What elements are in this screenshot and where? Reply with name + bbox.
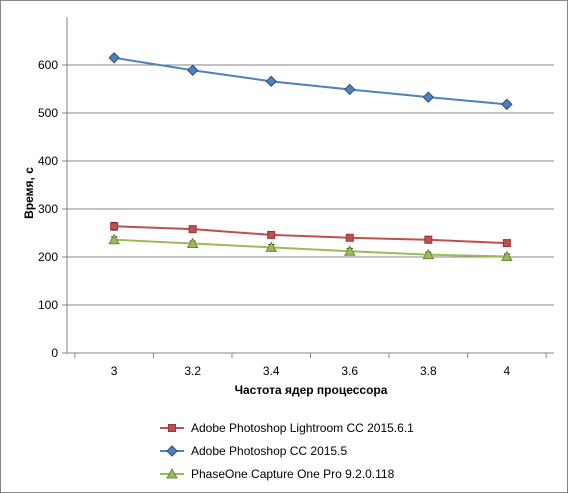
y-tick-label: 400 [38,154,58,168]
data-point [343,245,356,256]
data-point [344,83,356,96]
legend: Adobe Photoshop Lightroom CC 2015.6.1 Ado… [160,421,414,481]
legend-label: PhaseOne Capture One Pro 9.2.0.118 [191,467,395,481]
x-tick-label: 3 [111,364,118,378]
legend-label: Adobe Photoshop Lightroom CC 2015.6.1 [191,421,414,435]
data-point [422,91,435,103]
legend-entry: Adobe Photoshop Lightroom CC 2015.6.1 [160,421,414,435]
x-tick-label: 3.8 [420,364,437,378]
gridlines [67,64,554,306]
data-point [267,230,276,239]
legend-label: Adobe Photoshop CC 2015.5 [191,444,347,458]
y-tick-label: 200 [38,250,58,264]
series-line [114,238,507,258]
series-line [114,225,507,245]
data-point [188,225,197,234]
data-point [502,239,511,248]
legend-marker [168,424,176,432]
axes: 0 100 200 300 400 500 600 3 3.2 3.4 3.6 3.8 4 [38,17,554,378]
series-3 [108,233,513,262]
data-point [501,250,513,262]
y-tick-label: 100 [38,298,58,312]
x-tick-label: 4 [504,364,511,378]
x-axis-title: Частота ядер процессора [235,383,388,397]
x-tick-label: 3.4 [263,364,280,378]
y-tick-label: 500 [38,106,58,120]
series-1 [110,221,511,248]
data-point [422,248,435,260]
data-point [108,233,120,245]
series-2 [108,52,513,111]
data-point [108,52,120,64]
legend-entry: Adobe Photoshop CC 2015.5 [160,444,347,458]
data-point [186,64,199,76]
series-layer [108,52,513,262]
data-point [265,75,277,88]
y-tick-label: 0 [51,346,58,360]
y-tick-label: 600 [38,58,58,72]
x-tick-label: 3.2 [184,364,201,378]
data-point [501,98,513,111]
legend-entry: PhaseOne Capture One Pro 9.2.0.118 [160,467,395,481]
data-point [265,241,278,252]
data-point [345,233,354,242]
legend-marker [166,445,178,457]
data-point [186,237,199,249]
y-axis-title: Время, с [22,167,36,219]
series-line [113,56,507,106]
y-tick-label: 300 [38,202,58,216]
legend-marker [166,467,178,479]
x-tick-label: 3.6 [341,364,358,378]
data-point [110,222,119,231]
data-point [424,235,433,244]
